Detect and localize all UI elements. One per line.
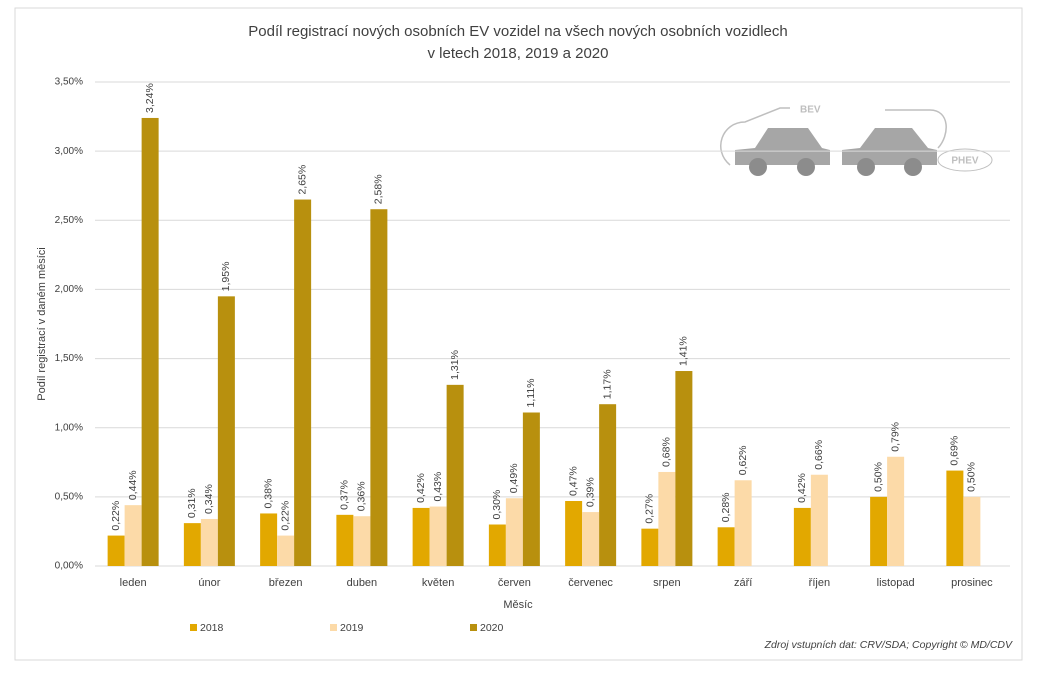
y-tick-label: 0,50% bbox=[55, 491, 83, 502]
x-tick-label: květen bbox=[422, 577, 454, 589]
bar bbox=[107, 535, 125, 566]
bar bbox=[658, 471, 676, 566]
bar bbox=[565, 501, 583, 566]
bar bbox=[412, 507, 430, 566]
data-label: 2,65% bbox=[296, 165, 308, 195]
y-tick-label: 0,00% bbox=[55, 561, 83, 572]
chart-subtitle: v letech 2018, 2019 a 2020 bbox=[428, 45, 609, 62]
legend-swatch bbox=[330, 624, 337, 631]
y-axis-title: Podíl registrací v daném měsíci bbox=[36, 247, 48, 400]
bar bbox=[429, 506, 447, 566]
data-label: 0,66% bbox=[813, 440, 825, 470]
y-tick-label: 3,50% bbox=[55, 77, 83, 88]
data-label: 1,41% bbox=[678, 336, 690, 366]
bar bbox=[124, 505, 142, 566]
x-tick-label: červenec bbox=[568, 577, 613, 589]
y-tick-label: 3,00% bbox=[55, 146, 83, 157]
data-label: 0,39% bbox=[584, 477, 596, 507]
data-label: 3,24% bbox=[144, 83, 156, 113]
chart-title: Podíl registrací nových osobních EV vozi… bbox=[248, 23, 787, 40]
data-label: 0,43% bbox=[432, 472, 444, 502]
y-tick-label: 2,00% bbox=[55, 284, 83, 295]
x-tick-label: únor bbox=[198, 577, 220, 589]
source-note: Zdroj vstupních dat: CRV/SDA; Copyright … bbox=[764, 639, 1013, 651]
data-label: 0,50% bbox=[872, 462, 884, 492]
bar bbox=[183, 523, 201, 566]
x-tick-label: březen bbox=[269, 577, 303, 589]
bev-label: BEV bbox=[800, 105, 821, 116]
bar bbox=[793, 507, 811, 566]
data-label: 0,37% bbox=[339, 480, 351, 510]
bar bbox=[599, 404, 617, 566]
data-label: 0,31% bbox=[186, 488, 198, 518]
y-tick-label: 1,50% bbox=[55, 353, 83, 364]
data-label: 0,62% bbox=[737, 445, 749, 475]
bar bbox=[336, 514, 354, 566]
x-tick-label: říjen bbox=[809, 577, 830, 589]
data-label: 1,11% bbox=[525, 379, 537, 408]
ev-icon bbox=[720, 107, 993, 176]
bar bbox=[522, 412, 540, 566]
bar bbox=[582, 512, 600, 566]
bar bbox=[446, 384, 464, 566]
data-label: 0,38% bbox=[262, 479, 274, 509]
bar bbox=[488, 524, 506, 566]
x-tick-label: prosinec bbox=[951, 577, 993, 589]
bar bbox=[260, 513, 278, 566]
data-label: 2,58% bbox=[373, 174, 385, 204]
bar bbox=[963, 496, 981, 566]
bar bbox=[734, 480, 752, 566]
y-tick-label: 1,00% bbox=[55, 422, 83, 433]
bar bbox=[641, 528, 659, 566]
data-label: 0,30% bbox=[491, 490, 503, 520]
bar bbox=[675, 371, 693, 566]
data-label: 1,17% bbox=[601, 369, 613, 399]
data-label: 0,34% bbox=[203, 484, 215, 514]
data-label: 0,42% bbox=[796, 473, 808, 503]
bar bbox=[353, 516, 371, 566]
data-label: 0,47% bbox=[567, 466, 579, 496]
x-tick-label: leden bbox=[120, 577, 147, 589]
data-label: 0,79% bbox=[889, 422, 901, 452]
bar bbox=[946, 470, 964, 566]
data-label: 0,42% bbox=[415, 473, 427, 503]
data-label: 1,31% bbox=[449, 350, 461, 380]
x-tick-label: listopad bbox=[877, 577, 915, 589]
y-tick-label: 2,50% bbox=[55, 215, 83, 226]
data-label: 0,22% bbox=[279, 501, 291, 531]
data-label: 0,49% bbox=[508, 463, 520, 493]
bar bbox=[810, 474, 828, 566]
bar bbox=[141, 117, 159, 566]
data-label: 1,95% bbox=[220, 262, 232, 292]
bar bbox=[200, 518, 218, 566]
data-label: 0,44% bbox=[127, 470, 139, 500]
bar bbox=[717, 527, 735, 566]
bar bbox=[370, 209, 388, 567]
legend-swatch bbox=[190, 624, 197, 631]
data-label: 0,68% bbox=[661, 437, 673, 467]
x-tick-label: září bbox=[734, 577, 752, 589]
data-label: 0,28% bbox=[720, 492, 732, 522]
data-label: 0,69% bbox=[949, 436, 961, 466]
legend-label: 2019 bbox=[340, 622, 364, 634]
data-label: 0,22% bbox=[110, 501, 122, 531]
bar bbox=[870, 496, 888, 566]
x-axis-title: Měsíc bbox=[503, 599, 533, 611]
x-tick-label: červen bbox=[498, 577, 531, 589]
bar bbox=[277, 535, 295, 566]
x-tick-label: srpen bbox=[653, 577, 681, 589]
phev-label: PHEV bbox=[951, 156, 979, 167]
bar bbox=[505, 498, 523, 566]
bar bbox=[887, 456, 905, 566]
x-tick-label: duben bbox=[347, 577, 378, 589]
bar bbox=[217, 296, 235, 566]
legend-label: 2018 bbox=[200, 622, 224, 634]
data-label: 0,27% bbox=[644, 494, 656, 524]
data-label: 0,50% bbox=[966, 462, 978, 492]
legend-label: 2020 bbox=[480, 622, 504, 634]
bar bbox=[294, 199, 312, 567]
data-label: 0,36% bbox=[356, 481, 368, 511]
legend-swatch bbox=[470, 624, 477, 631]
